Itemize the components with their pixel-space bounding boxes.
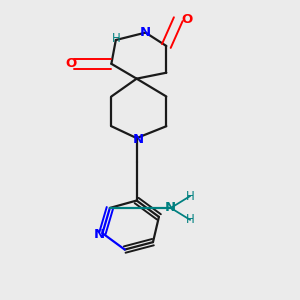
- Text: N: N: [140, 26, 151, 39]
- Text: H: H: [186, 213, 194, 226]
- Text: N: N: [94, 228, 105, 241]
- Text: O: O: [66, 57, 77, 70]
- Text: N: N: [133, 133, 144, 146]
- Text: N: N: [165, 202, 176, 214]
- Text: H: H: [186, 190, 194, 202]
- Text: H: H: [111, 32, 120, 45]
- Text: O: O: [182, 13, 193, 26]
